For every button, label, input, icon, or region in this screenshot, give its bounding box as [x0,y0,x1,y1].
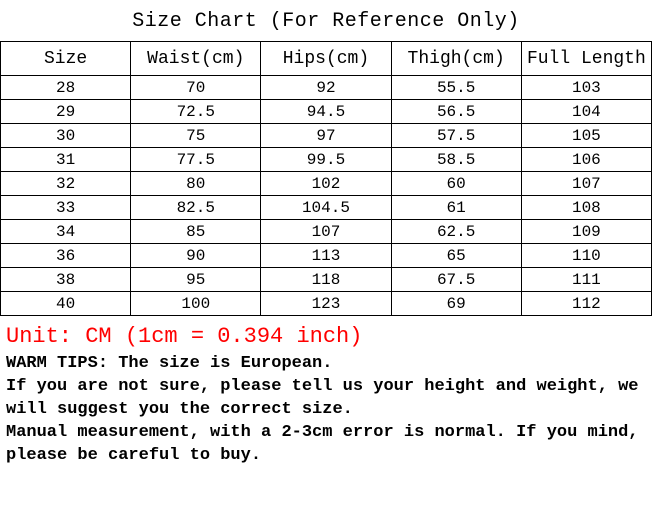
col-hips: Hips(cm) [261,42,391,76]
cell: 56.5 [391,100,521,124]
chart-title: Size Chart (For Reference Only) [0,0,652,41]
table-row: 30 75 97 57.5 105 [1,124,652,148]
cell: 36 [1,244,131,268]
cell: 33 [1,196,131,220]
cell: 118 [261,268,391,292]
size-table: Size Waist(cm) Hips(cm) Thigh(cm) Full L… [0,41,652,316]
cell: 107 [521,172,651,196]
cell: 112 [521,292,651,316]
cell: 97 [261,124,391,148]
cell: 105 [521,124,651,148]
cell: 28 [1,76,131,100]
table-row: 31 77.5 99.5 58.5 106 [1,148,652,172]
cell: 111 [521,268,651,292]
cell: 30 [1,124,131,148]
cell: 38 [1,268,131,292]
cell: 55.5 [391,76,521,100]
cell: 104 [521,100,651,124]
cell: 31 [1,148,131,172]
cell: 75 [131,124,261,148]
cell: 58.5 [391,148,521,172]
cell: 32 [1,172,131,196]
col-full-length: Full Length [521,42,651,76]
cell: 69 [391,292,521,316]
cell: 29 [1,100,131,124]
unit-note: Unit: CM (1cm = 0.394 inch) [6,324,646,353]
tip-line: Manual measurement, with a 2-3cm error i… [6,422,646,468]
table-row: 34 85 107 62.5 109 [1,220,652,244]
cell: 65 [391,244,521,268]
table-row: 40 100 123 69 112 [1,292,652,316]
cell: 70 [131,76,261,100]
cell: 109 [521,220,651,244]
cell: 82.5 [131,196,261,220]
cell: 94.5 [261,100,391,124]
cell: 61 [391,196,521,220]
cell: 107 [261,220,391,244]
cell: 95 [131,268,261,292]
cell: 103 [521,76,651,100]
notes-section: Unit: CM (1cm = 0.394 inch) WARM TIPS: T… [0,316,652,468]
table-row: 32 80 102 60 107 [1,172,652,196]
cell: 108 [521,196,651,220]
cell: 110 [521,244,651,268]
cell: 60 [391,172,521,196]
cell: 57.5 [391,124,521,148]
table-row: 38 95 118 67.5 111 [1,268,652,292]
cell: 123 [261,292,391,316]
cell: 85 [131,220,261,244]
tip-line: WARM TIPS: The size is European. [6,353,646,376]
cell: 62.5 [391,220,521,244]
cell: 102 [261,172,391,196]
cell: 72.5 [131,100,261,124]
table-row: 33 82.5 104.5 61 108 [1,196,652,220]
cell: 67.5 [391,268,521,292]
table-header-row: Size Waist(cm) Hips(cm) Thigh(cm) Full L… [1,42,652,76]
table-row: 29 72.5 94.5 56.5 104 [1,100,652,124]
cell: 113 [261,244,391,268]
cell: 34 [1,220,131,244]
tip-line: If you are not sure, please tell us your… [6,376,646,422]
table-row: 36 90 113 65 110 [1,244,652,268]
cell: 90 [131,244,261,268]
cell: 100 [131,292,261,316]
col-thigh: Thigh(cm) [391,42,521,76]
col-size: Size [1,42,131,76]
size-chart-container: Size Chart (For Reference Only) Size Wai… [0,0,652,468]
cell: 106 [521,148,651,172]
cell: 99.5 [261,148,391,172]
cell: 77.5 [131,148,261,172]
cell: 104.5 [261,196,391,220]
table-row: 28 70 92 55.5 103 [1,76,652,100]
cell: 40 [1,292,131,316]
table-body: 28 70 92 55.5 103 29 72.5 94.5 56.5 104 … [1,76,652,316]
cell: 80 [131,172,261,196]
cell: 92 [261,76,391,100]
col-waist: Waist(cm) [131,42,261,76]
